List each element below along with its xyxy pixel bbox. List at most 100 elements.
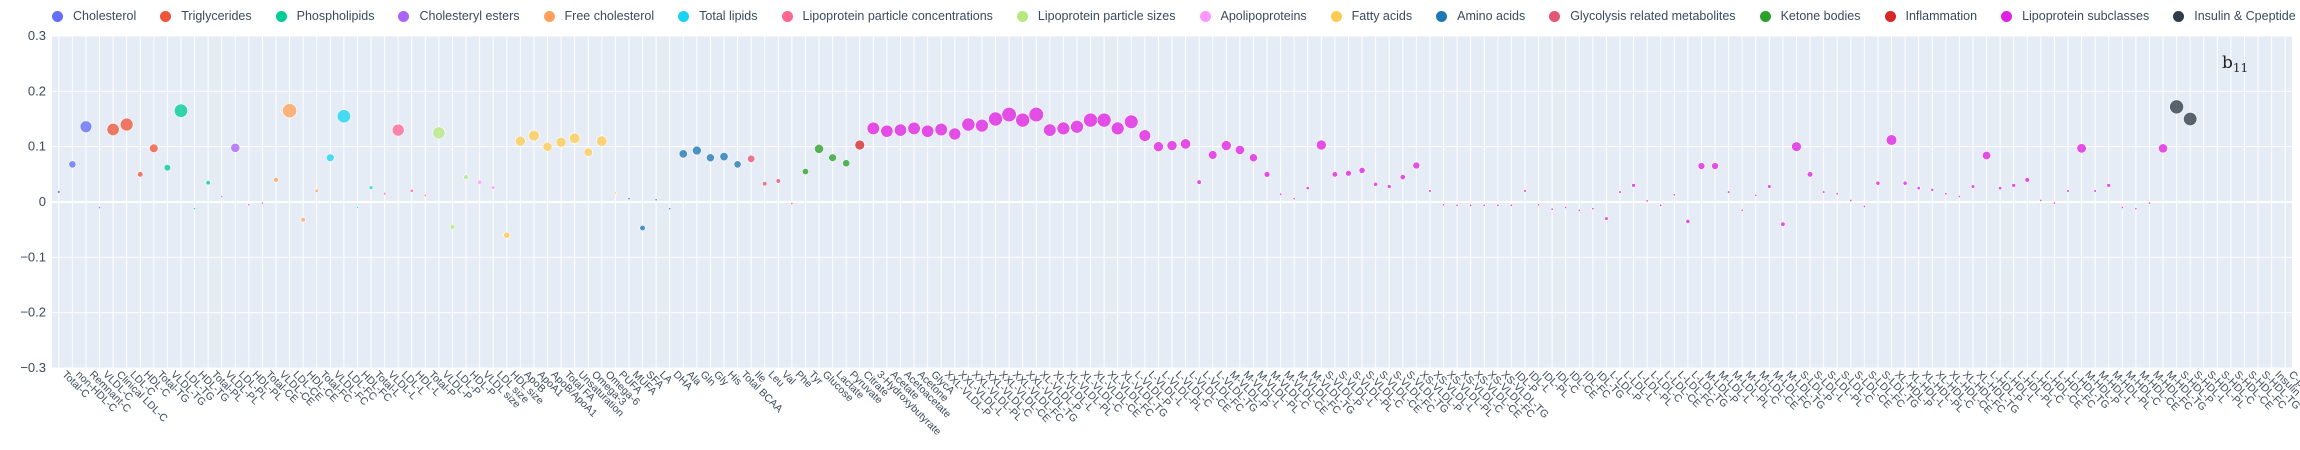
data-point[interactable] — [613, 191, 617, 195]
data-point[interactable] — [1767, 184, 1772, 189]
data-point[interactable] — [1428, 189, 1432, 193]
data-point[interactable] — [854, 139, 865, 151]
data-point[interactable] — [719, 152, 729, 162]
data-point[interactable] — [137, 171, 144, 178]
data-point[interactable] — [503, 231, 511, 239]
data-point[interactable] — [173, 103, 188, 118]
legend-item[interactable]: Ketone bodies — [1759, 9, 1861, 23]
data-point[interactable] — [668, 207, 672, 211]
data-point[interactable] — [542, 141, 553, 152]
data-point[interactable] — [1537, 203, 1541, 207]
data-point[interactable] — [2106, 183, 2111, 188]
data-point[interactable] — [205, 180, 211, 186]
data-point[interactable] — [1726, 190, 1731, 194]
data-point[interactable] — [1138, 129, 1152, 142]
data-point[interactable] — [1056, 121, 1071, 136]
data-point[interactable] — [654, 198, 658, 202]
data-point[interactable] — [934, 122, 948, 137]
data-point[interactable] — [907, 121, 921, 136]
data-point[interactable] — [1631, 183, 1636, 188]
data-point[interactable] — [1862, 204, 1866, 208]
data-point[interactable] — [326, 153, 335, 162]
data-point[interactable] — [569, 132, 581, 144]
data-point[interactable] — [1196, 179, 1202, 185]
legend-item[interactable]: Free cholesterol — [543, 9, 654, 23]
data-point[interactable] — [1591, 207, 1595, 211]
data-point[interactable] — [1220, 140, 1232, 151]
data-point[interactable] — [1806, 171, 1814, 178]
data-point[interactable] — [1180, 138, 1192, 150]
data-point[interactable] — [1618, 190, 1622, 194]
data-point[interactable] — [163, 164, 172, 172]
data-point[interactable] — [948, 127, 962, 141]
data-point[interactable] — [449, 224, 456, 230]
data-point[interactable] — [692, 145, 702, 156]
data-point[interactable] — [220, 194, 224, 198]
data-point[interactable] — [1070, 120, 1084, 134]
data-point[interactable] — [1315, 139, 1327, 151]
data-point[interactable] — [1263, 171, 1271, 178]
data-point[interactable] — [921, 124, 935, 138]
data-point[interactable] — [1509, 203, 1513, 207]
data-point[interactable] — [106, 123, 120, 136]
legend-item[interactable]: Lipoprotein subclasses — [2001, 9, 2149, 23]
data-point[interactable] — [1001, 106, 1017, 123]
data-point[interactable] — [1780, 221, 1786, 227]
data-point[interactable] — [2011, 183, 2016, 188]
data-point[interactable] — [555, 136, 567, 148]
data-point[interactable] — [2024, 177, 2030, 183]
data-point[interactable] — [56, 190, 61, 194]
data-point[interactable] — [1835, 192, 1839, 196]
data-point[interactable] — [961, 117, 976, 132]
data-point[interactable] — [409, 188, 414, 193]
data-point[interactable] — [1916, 186, 1921, 191]
data-point[interactable] — [1659, 203, 1663, 207]
data-point[interactable] — [639, 224, 646, 232]
data-point[interactable] — [1957, 194, 1961, 198]
data-point[interactable] — [790, 202, 794, 206]
data-point[interactable] — [247, 203, 251, 207]
data-point[interactable] — [149, 143, 159, 153]
legend-item[interactable]: Cholesteryl esters — [398, 9, 520, 23]
data-point[interactable] — [596, 135, 608, 147]
data-point[interactable] — [1442, 203, 1446, 207]
data-point[interactable] — [975, 118, 989, 133]
data-point[interactable] — [1672, 193, 1676, 197]
data-point[interactable] — [2134, 207, 2138, 211]
data-point[interactable] — [368, 185, 374, 190]
data-point[interactable] — [300, 217, 306, 223]
data-point[interactable] — [1110, 121, 1125, 136]
data-point[interactable] — [706, 153, 715, 163]
data-point[interactable] — [1279, 192, 1283, 196]
data-point[interactable] — [68, 160, 77, 169]
data-point[interactable] — [314, 188, 319, 194]
data-point[interactable] — [1153, 141, 1164, 153]
data-point[interactable] — [1412, 161, 1421, 170]
data-point[interactable] — [1754, 193, 1758, 197]
data-point[interactable] — [988, 111, 1003, 127]
data-point[interactable] — [1930, 187, 1935, 192]
data-point[interactable] — [1208, 150, 1218, 160]
data-point[interactable] — [1358, 167, 1366, 174]
data-point[interactable] — [678, 149, 688, 159]
data-point[interactable] — [1305, 186, 1310, 191]
data-point[interactable] — [1124, 114, 1139, 129]
data-point[interactable] — [1998, 186, 2003, 191]
data-point[interactable] — [2039, 198, 2043, 202]
data-point[interactable] — [1096, 112, 1112, 128]
data-point[interactable] — [1331, 171, 1339, 178]
data-point[interactable] — [733, 160, 742, 169]
data-point[interactable] — [2147, 201, 2151, 205]
legend-item[interactable]: Lipoprotein particle sizes — [1016, 9, 1176, 23]
legend-item[interactable]: Insulin & Cpeptide — [2173, 9, 2296, 23]
data-point[interactable] — [2158, 143, 2168, 154]
data-point[interactable] — [528, 129, 540, 142]
data-point[interactable] — [1373, 181, 1379, 187]
data-point[interactable] — [79, 120, 93, 133]
legend-item[interactable]: Phospholipids — [275, 9, 374, 23]
data-point[interactable] — [391, 123, 405, 137]
data-point[interactable] — [1496, 203, 1500, 207]
data-point[interactable] — [477, 179, 483, 185]
data-point[interactable] — [1982, 151, 1992, 161]
legend-item[interactable]: Amino acids — [1436, 9, 1525, 23]
